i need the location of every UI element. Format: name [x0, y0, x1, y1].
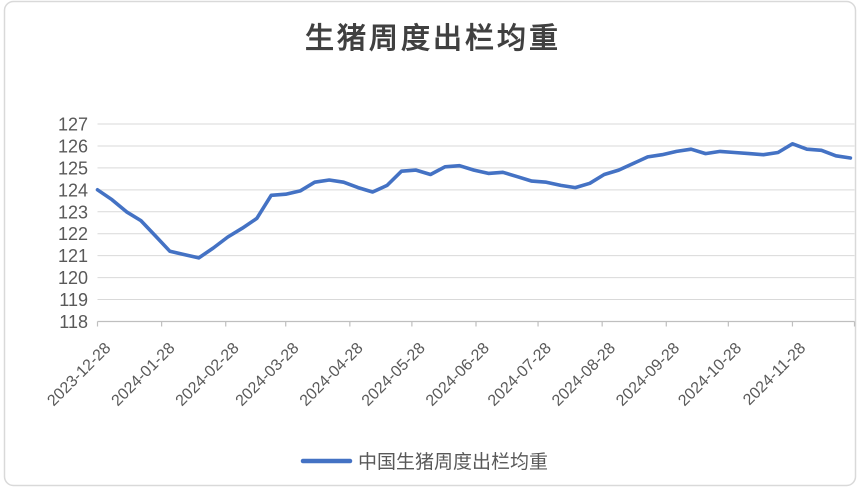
y-tick-label: 123 — [58, 202, 88, 222]
y-tick-label: 118 — [59, 312, 88, 332]
y-tick-label: 122 — [58, 224, 88, 244]
y-tick-label: 126 — [58, 136, 88, 156]
y-tick-label: 121 — [58, 246, 88, 266]
legend-label: 中国生猪周度出栏均重 — [358, 451, 548, 473]
legend: 中国生猪周度出栏均重 — [300, 451, 548, 473]
series-line — [95, 142, 853, 260]
chart-border — [3, 0, 857, 487]
chart-title: 生猪周度出栏均重 — [305, 22, 561, 55]
y-tick-label: 120 — [58, 268, 88, 288]
y-tick-label: 127 — [58, 115, 88, 135]
y-tick-label: 125 — [58, 158, 88, 178]
y-tick-label: 119 — [59, 290, 88, 310]
y-tick-label: 124 — [58, 180, 88, 200]
